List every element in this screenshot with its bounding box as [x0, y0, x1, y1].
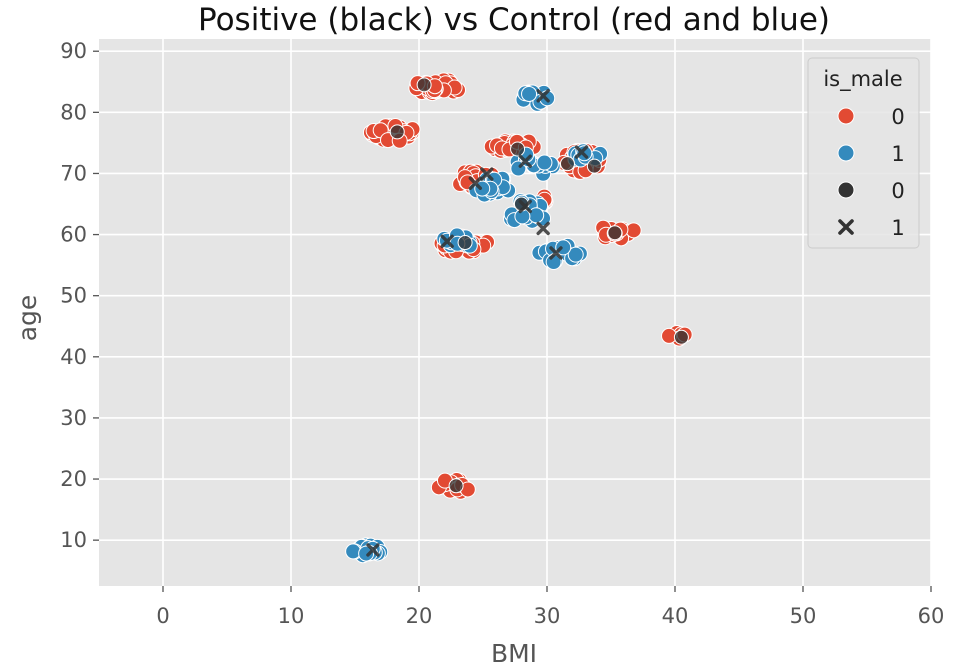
positive-point — [510, 141, 526, 157]
legend-label: 0 — [891, 105, 904, 129]
legend-title: is_male — [823, 67, 902, 92]
x-tick-label: 60 — [918, 604, 945, 628]
positive-point — [457, 235, 473, 251]
x-tick-label: 50 — [790, 604, 817, 628]
y-tick-label: 70 — [60, 161, 87, 185]
data-point — [358, 545, 375, 562]
legend-label: 1 — [891, 142, 904, 166]
legend-marker — [837, 181, 855, 199]
positive-point — [440, 234, 454, 248]
legend: is_male 0 1 0 1 — [807, 57, 920, 249]
legend-marker — [837, 144, 855, 162]
data-point — [536, 154, 553, 171]
positive-point — [549, 246, 563, 260]
data-point — [345, 543, 362, 560]
x-tick-label: 30 — [534, 604, 561, 628]
positive-point — [574, 145, 589, 159]
x-axis-ticks: 0 10 20 30 40 50 60 — [156, 586, 944, 628]
y-tick-label: 40 — [60, 345, 87, 369]
legend-marker — [837, 107, 855, 125]
data-point — [521, 85, 538, 102]
positive-point — [673, 329, 689, 345]
x-tick-label: 0 — [156, 604, 169, 628]
positive-point — [468, 176, 483, 190]
y-axis-label: age — [13, 295, 42, 342]
positive-point — [480, 167, 494, 181]
positive-point — [586, 158, 602, 174]
chart-title: Positive (black) vs Control (red and blu… — [198, 2, 830, 38]
y-tick-label: 90 — [60, 39, 87, 63]
positive-point — [448, 478, 464, 494]
y-tick-label: 20 — [60, 467, 87, 491]
y-tick-label: 30 — [60, 406, 87, 430]
positive-point — [518, 199, 532, 214]
positive-point — [536, 221, 550, 236]
positive-points — [366, 77, 689, 557]
legend-marker — [838, 219, 854, 235]
x-tick-label: 40 — [662, 604, 689, 628]
positive-point — [536, 89, 550, 103]
y-tick-label: 50 — [60, 284, 87, 308]
positive-point — [559, 156, 575, 172]
data-points — [345, 72, 693, 564]
positive-point — [389, 124, 405, 140]
x-axis-label: BMI — [491, 639, 537, 668]
data-point — [567, 246, 584, 263]
y-tick-label: 10 — [60, 528, 87, 552]
legend-label: 1 — [891, 216, 904, 240]
plot-background — [99, 39, 931, 586]
positive-point — [607, 225, 623, 241]
positive-point — [518, 154, 532, 168]
y-axis-ticks: 10 20 30 40 50 60 70 80 90 — [60, 39, 99, 552]
x-tick-label: 10 — [278, 604, 305, 628]
y-tick-label: 60 — [60, 223, 87, 247]
positive-point — [366, 543, 380, 557]
legend-box — [807, 57, 920, 249]
legend-label: 0 — [891, 179, 904, 203]
y-tick-label: 80 — [60, 100, 87, 124]
positive-point — [416, 77, 432, 93]
x-tick-label: 20 — [406, 604, 433, 628]
